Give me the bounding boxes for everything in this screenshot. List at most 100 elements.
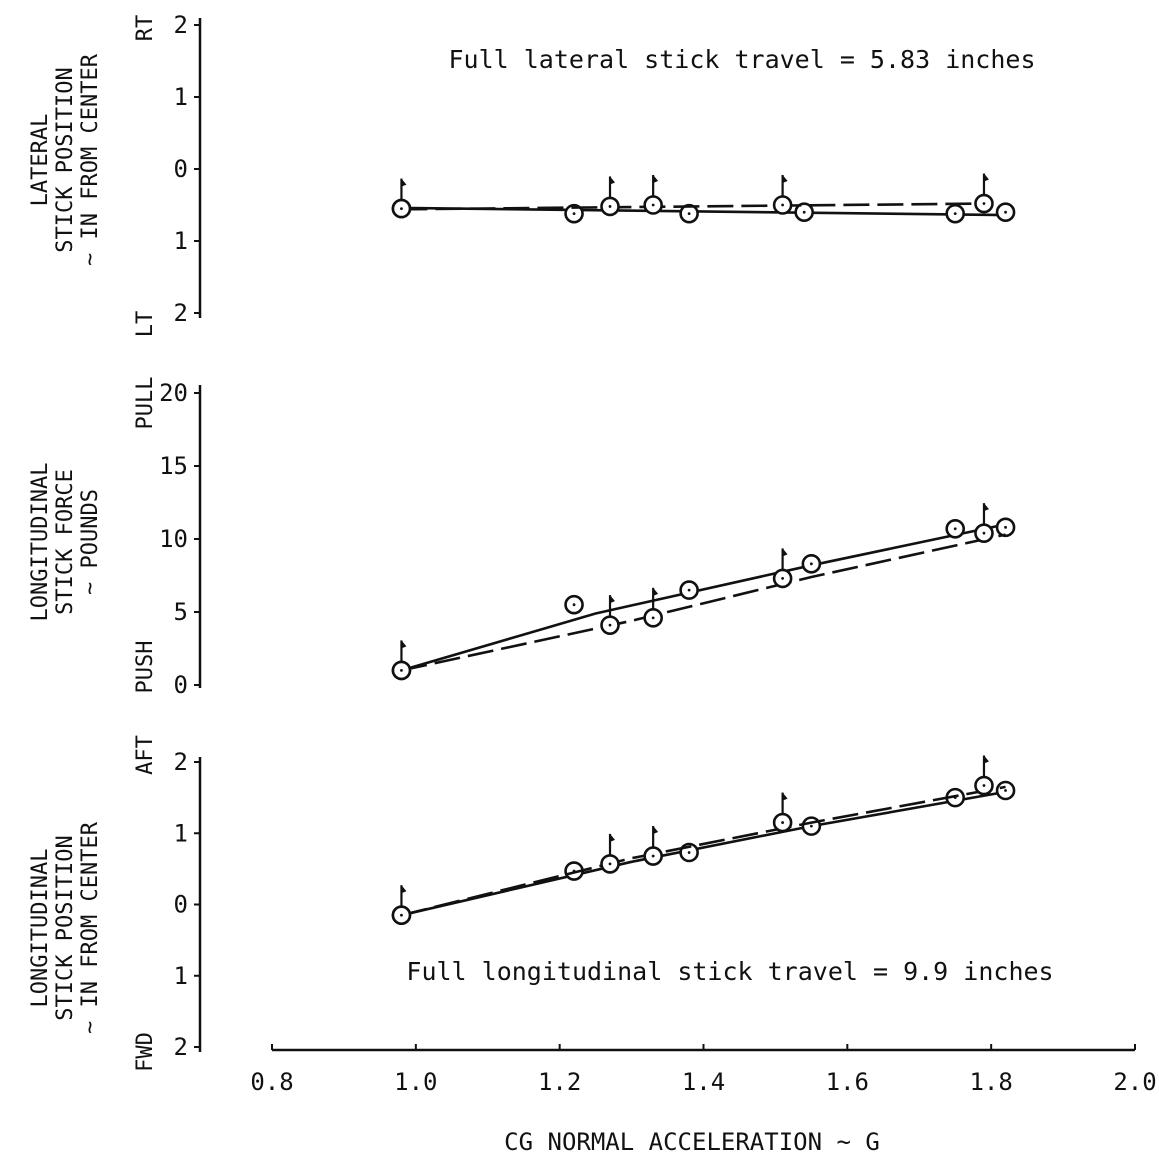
data-point-flag [782, 792, 788, 801]
data-point-center [953, 212, 957, 216]
fit-line-solid [401, 523, 1006, 672]
data-point-flag [653, 587, 659, 596]
panel3-direction-top: AFT [133, 735, 158, 775]
fit-line-dashed [401, 533, 1006, 672]
data-point-flag [610, 595, 616, 604]
y-tick-label: 2 [174, 1033, 188, 1061]
data-point-center [1004, 525, 1007, 529]
data-point-center [982, 784, 986, 787]
fit-line-dashed [401, 785, 1006, 917]
data-point-flag [782, 548, 788, 557]
x-tick-label: 1.4 [682, 1068, 725, 1096]
data-point-center [608, 862, 612, 866]
x-tick-label: 1.2 [538, 1068, 581, 1096]
data-point-center [781, 577, 785, 580]
y-tick-label: 1 [174, 819, 188, 847]
x-tick-label: 1.0 [394, 1068, 437, 1096]
data-point-center [400, 207, 403, 211]
panel3-ylabel-line3: ~ IN FROM CENTER [78, 821, 103, 1034]
data-point-center [809, 824, 813, 828]
data-point-center [687, 212, 691, 216]
fit-line-solid [401, 206, 1006, 217]
data-point-center [1004, 210, 1007, 214]
x-axis: 0.8 1.0 1.2 1.4 1.6 1.8 2.0 CG NORMAL ACCELERA… [250, 1044, 1157, 1156]
panel2-direction-bottom: PUSH [133, 641, 158, 694]
data-point-center [982, 531, 986, 535]
data-point-flag [653, 175, 659, 183]
panel1-annotation: Full lateral stick travel = 5.83 inches [449, 45, 1036, 74]
data-point-flag [401, 178, 407, 187]
data-point-center [687, 588, 691, 592]
y-tick-label: 0 [174, 155, 188, 183]
panel3-ylabel-line2: STICK POSITION [53, 835, 78, 1020]
data-point-flag [610, 833, 616, 842]
data-point-flag [983, 503, 989, 512]
x-axis-label: CG NORMAL ACCELERATION ~ G [504, 1128, 880, 1156]
y-tick-label: 2 [174, 299, 188, 327]
data-point-center [809, 562, 813, 566]
fit-line-solid [401, 790, 1006, 917]
y-tick-label: 10 [159, 525, 188, 553]
data-point-center [572, 603, 576, 607]
panel2-ylabel-line3: ~ POUNDS [78, 489, 103, 595]
data-point-center [651, 616, 655, 620]
y-tick-label: 15 [159, 452, 188, 480]
data-point-flag [610, 176, 616, 185]
y-tick-label: 5 [174, 598, 188, 626]
y-tick-label: 20 [159, 379, 188, 407]
panel1-y-ticks: 2 1 0 1 2 [174, 11, 200, 327]
data-point-center [608, 623, 612, 627]
panel1-data [391, 173, 1016, 224]
panel3-direction-bottom: FWD [133, 1032, 158, 1072]
panel1-ylabel-line3: ~ IN FROM CENTER [78, 53, 103, 266]
panel-longitudinal-stick-position: LONGITUDINAL STICK POSITION ~ IN FROM CE… [28, 735, 1054, 1072]
data-point-flag [401, 885, 407, 894]
data-point-center [1004, 789, 1007, 792]
data-point-center [572, 212, 576, 216]
panel2-ylabel-line1: LONGITUDINAL [28, 463, 53, 622]
panel2-data [391, 503, 1016, 681]
panel3-y-ticks: 2 1 0 1 2 [174, 748, 200, 1061]
data-point-flag [653, 826, 659, 835]
y-tick-label: 0 [174, 891, 188, 919]
data-point-flag [401, 640, 407, 649]
panel2-direction-top: PULL [133, 377, 158, 430]
panel1-direction-bottom: LT [133, 311, 158, 338]
data-point-center [781, 821, 785, 824]
fit-line-dashed [401, 202, 985, 211]
panel-longitudinal-stick-force: LONGITUDINAL STICK FORCE ~ POUNDS PULL P… [28, 377, 1016, 699]
panel3-annotation: Full longitudinal stick travel = 9.9 inc… [406, 957, 1053, 986]
x-tick-label: 1.6 [826, 1068, 869, 1096]
y-tick-label: 1 [174, 83, 188, 111]
panel1-direction-top: RT [133, 15, 158, 42]
panel2-y-ticks: 20 15 10 5 0 [159, 379, 200, 699]
y-tick-label: 0 [174, 671, 188, 699]
data-point-center [651, 203, 655, 207]
data-point-flag [983, 755, 989, 764]
x-tick-label: 0.8 [250, 1068, 293, 1096]
y-tick-label: 2 [174, 748, 188, 776]
data-point-center [982, 202, 986, 205]
x-tick-label: 2.0 [1113, 1068, 1156, 1096]
data-point-center [953, 527, 957, 531]
panel3-data [391, 755, 1016, 925]
x-axis-ticks: 0.8 1.0 1.2 1.4 1.6 1.8 2.0 [250, 1044, 1157, 1096]
panel2-ylabel-line2: STICK FORCE [53, 469, 78, 615]
data-point-flag [983, 173, 989, 182]
panel1-ylabel-line2: STICK POSITION [53, 67, 78, 252]
data-point-center [802, 210, 806, 214]
panel-lateral-stick-position: LATERAL STICK POSITION ~ IN FROM CENTER … [28, 11, 1036, 337]
data-point-center [400, 913, 403, 917]
data-point-center [687, 851, 691, 854]
panel3-ylabel-line1: LONGITUDINAL [28, 849, 53, 1008]
data-point-center [400, 669, 403, 672]
panel1-ylabel-line1: LATERAL [28, 114, 53, 207]
y-tick-label: 1 [174, 962, 188, 990]
y-tick-label: 2 [174, 11, 188, 39]
data-point-center [651, 854, 655, 858]
y-tick-label: 1 [174, 227, 188, 255]
data-point-flag [782, 175, 788, 183]
data-point-center [608, 205, 612, 208]
data-point-center [781, 203, 785, 207]
